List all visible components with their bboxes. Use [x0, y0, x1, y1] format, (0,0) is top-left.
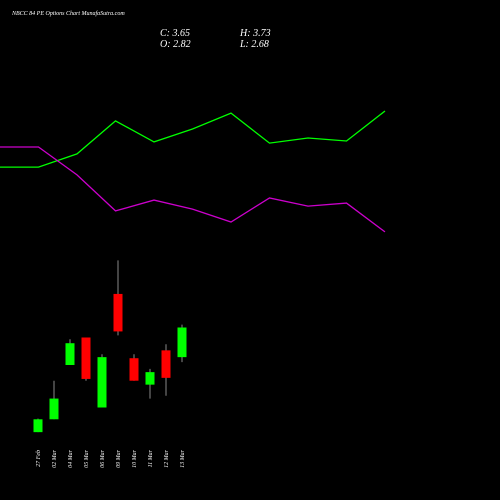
ohlc-label: L: 2.68 [239, 39, 269, 50]
ohlc-key: C: [160, 28, 170, 39]
ohlc-value: 2.68 [251, 39, 269, 50]
x-tick-label: 10 Mar [132, 449, 138, 467]
x-tick-label: 13 Mar [180, 449, 186, 467]
candle-body [177, 327, 187, 358]
candle-body [33, 419, 43, 433]
chart-title: NBCC 84 PE Options Chart MunafaSutra.com [11, 10, 125, 17]
candle-body [129, 358, 139, 381]
x-tick-label: 05 Mar [84, 449, 90, 467]
x-tick-label: 27 Feb [36, 450, 42, 467]
candle-body [97, 357, 107, 408]
candle-body [113, 293, 123, 332]
candle-body [81, 337, 91, 379]
candle-body [161, 350, 171, 378]
ohlc-label: C: 3.65 [160, 28, 190, 39]
x-tick-label: 09 Mar [116, 449, 122, 467]
candle-body [65, 343, 75, 365]
ohlc-value: 3.73 [252, 28, 271, 39]
candle-body [145, 372, 155, 385]
x-tick-label: 12 Mar [164, 449, 170, 467]
ohlc-key: H: [239, 28, 251, 39]
ohlc-value: 2.82 [173, 39, 191, 50]
ohlc-label: O: 2.82 [160, 39, 191, 50]
ohlc-key: O: [160, 39, 171, 50]
ohlc-key: L: [239, 39, 249, 50]
x-tick-label: 04 Mar [67, 449, 74, 467]
x-tick-label: 06 Mar [100, 449, 106, 467]
line-series [0, 110, 386, 168]
ohlc-value: 3.65 [172, 28, 191, 39]
x-tick-label: 02 Mar [52, 449, 58, 467]
x-tick-label: 11 Mar [148, 449, 154, 467]
ohlc-label: H: 3.73 [239, 28, 271, 39]
line-series [0, 146, 386, 233]
candle-body [49, 398, 59, 420]
